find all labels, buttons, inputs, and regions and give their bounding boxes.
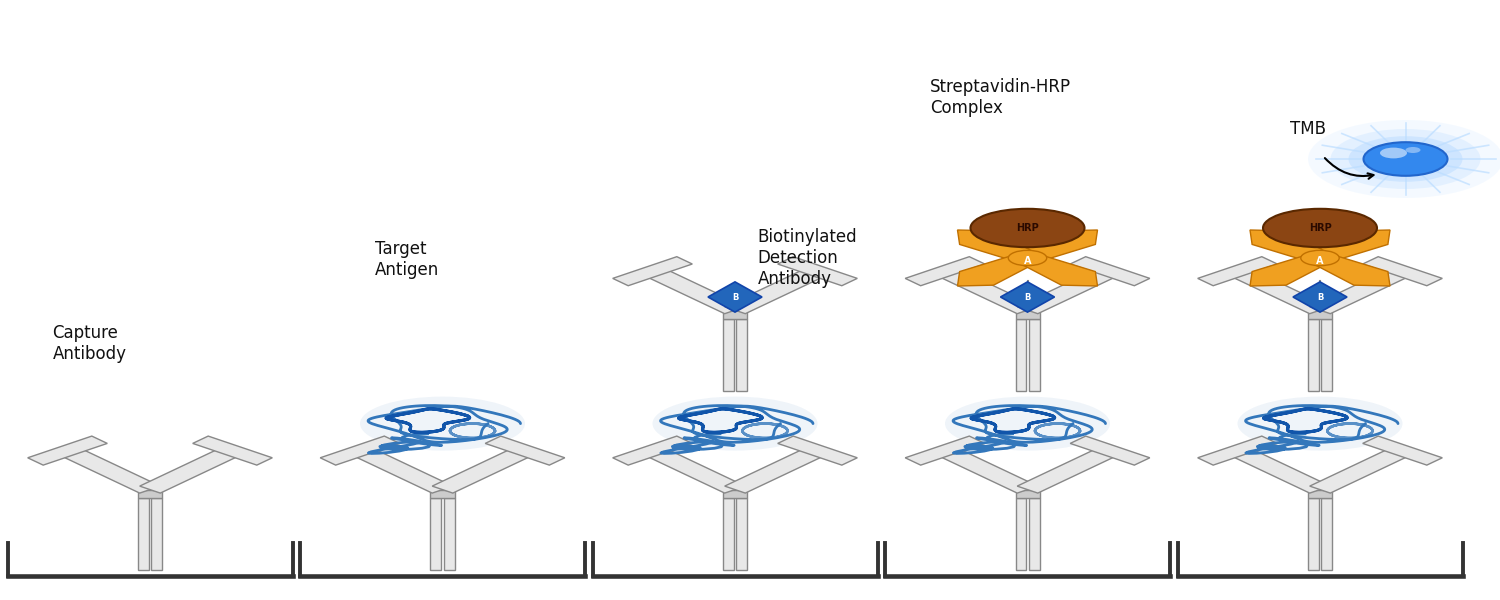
- FancyBboxPatch shape: [1016, 319, 1026, 391]
- Text: Capture
Antibody: Capture Antibody: [53, 324, 126, 363]
- FancyBboxPatch shape: [723, 319, 734, 391]
- FancyBboxPatch shape: [430, 498, 441, 570]
- Text: B: B: [732, 292, 738, 301]
- FancyBboxPatch shape: [1016, 490, 1040, 498]
- Polygon shape: [1197, 436, 1278, 465]
- Polygon shape: [350, 447, 453, 493]
- FancyBboxPatch shape: [1308, 310, 1332, 319]
- FancyBboxPatch shape: [1029, 498, 1039, 570]
- FancyBboxPatch shape: [723, 310, 747, 319]
- Polygon shape: [57, 447, 160, 493]
- Polygon shape: [957, 230, 1038, 262]
- Circle shape: [1308, 120, 1500, 198]
- Polygon shape: [1250, 254, 1330, 286]
- Polygon shape: [642, 447, 746, 493]
- Text: A: A: [1317, 256, 1323, 266]
- Polygon shape: [1293, 282, 1347, 312]
- FancyBboxPatch shape: [1308, 498, 1318, 570]
- Polygon shape: [724, 447, 828, 493]
- Polygon shape: [27, 436, 108, 465]
- FancyBboxPatch shape: [1016, 310, 1040, 319]
- Polygon shape: [192, 436, 273, 465]
- Polygon shape: [904, 436, 986, 465]
- Circle shape: [1330, 129, 1480, 189]
- FancyBboxPatch shape: [723, 498, 734, 570]
- Text: B: B: [1024, 292, 1030, 301]
- FancyBboxPatch shape: [1029, 319, 1039, 391]
- FancyBboxPatch shape: [1322, 319, 1332, 391]
- Polygon shape: [1227, 268, 1330, 314]
- Circle shape: [1380, 148, 1407, 158]
- Polygon shape: [612, 257, 693, 286]
- Text: TMB: TMB: [1290, 120, 1326, 138]
- FancyBboxPatch shape: [138, 498, 148, 570]
- Polygon shape: [612, 436, 693, 465]
- Polygon shape: [1250, 230, 1330, 262]
- Polygon shape: [957, 254, 1038, 286]
- Polygon shape: [1362, 436, 1443, 465]
- FancyBboxPatch shape: [1016, 498, 1026, 570]
- Polygon shape: [904, 257, 986, 286]
- Text: Streptavidin-HRP
Complex: Streptavidin-HRP Complex: [930, 78, 1071, 117]
- Circle shape: [1300, 250, 1340, 266]
- Polygon shape: [1310, 447, 1413, 493]
- FancyBboxPatch shape: [736, 498, 747, 570]
- Polygon shape: [1070, 257, 1150, 286]
- Polygon shape: [432, 447, 536, 493]
- Polygon shape: [1227, 447, 1330, 493]
- Ellipse shape: [652, 397, 818, 451]
- Polygon shape: [708, 282, 762, 312]
- Circle shape: [1364, 142, 1448, 176]
- FancyBboxPatch shape: [723, 490, 747, 498]
- Polygon shape: [1017, 254, 1098, 286]
- Ellipse shape: [945, 397, 1110, 451]
- Text: Biotinylated
Detection
Antibody: Biotinylated Detection Antibody: [758, 228, 856, 287]
- Text: Target
Antigen: Target Antigen: [375, 240, 440, 279]
- Polygon shape: [777, 436, 858, 465]
- FancyBboxPatch shape: [430, 490, 454, 498]
- FancyBboxPatch shape: [138, 490, 162, 498]
- Circle shape: [1008, 250, 1047, 266]
- Ellipse shape: [970, 209, 1084, 247]
- Polygon shape: [320, 436, 400, 465]
- Ellipse shape: [360, 397, 525, 451]
- Polygon shape: [1310, 254, 1390, 286]
- Polygon shape: [777, 257, 858, 286]
- Polygon shape: [642, 268, 746, 314]
- Polygon shape: [1310, 230, 1390, 262]
- Polygon shape: [1070, 436, 1150, 465]
- Circle shape: [1406, 147, 1420, 153]
- Text: HRP: HRP: [1016, 223, 1040, 233]
- Text: A: A: [1023, 256, 1032, 266]
- FancyBboxPatch shape: [736, 319, 747, 391]
- Polygon shape: [1362, 257, 1443, 286]
- Polygon shape: [1000, 282, 1054, 312]
- Circle shape: [1348, 136, 1462, 182]
- FancyBboxPatch shape: [1308, 319, 1318, 391]
- Polygon shape: [140, 447, 243, 493]
- Polygon shape: [724, 268, 828, 314]
- Polygon shape: [1017, 447, 1120, 493]
- Polygon shape: [1017, 268, 1120, 314]
- Ellipse shape: [1238, 397, 1403, 451]
- FancyBboxPatch shape: [1322, 498, 1332, 570]
- Polygon shape: [484, 436, 566, 465]
- FancyBboxPatch shape: [1308, 490, 1332, 498]
- Ellipse shape: [1263, 209, 1377, 247]
- Polygon shape: [1017, 230, 1098, 262]
- Text: B: B: [1317, 292, 1323, 301]
- Polygon shape: [934, 447, 1038, 493]
- FancyBboxPatch shape: [152, 498, 162, 570]
- Polygon shape: [934, 268, 1038, 314]
- Polygon shape: [1197, 257, 1278, 286]
- Text: HRP: HRP: [1308, 223, 1332, 233]
- Polygon shape: [1310, 268, 1413, 314]
- FancyBboxPatch shape: [444, 498, 454, 570]
